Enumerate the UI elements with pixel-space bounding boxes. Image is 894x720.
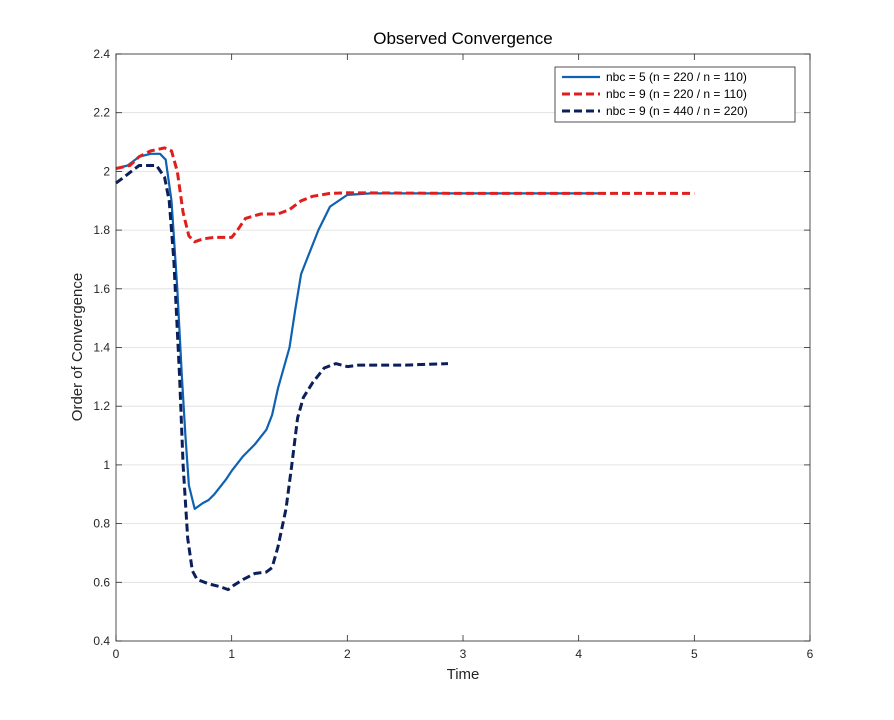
series-line-3 <box>115 164 449 592</box>
y-tick-label: 1.8 <box>93 223 110 237</box>
chart-title: Observed Convergence <box>373 29 553 48</box>
y-axis-label: Order of Convergence <box>69 273 86 421</box>
x-tick-label: 0 <box>113 647 120 661</box>
y-tick-label: 1.6 <box>93 282 110 296</box>
series-line-1 <box>115 152 602 510</box>
legend-label-3: nbc = 9 (n = 440 / n = 220) <box>606 104 748 118</box>
series-line-2 <box>115 146 695 244</box>
x-tick-label: 5 <box>691 647 698 661</box>
x-tick-label: 1 <box>228 647 235 661</box>
y-tick-label: 1 <box>103 458 110 472</box>
x-axis-label: Time <box>447 666 480 683</box>
x-tick-label: 2 <box>344 647 351 661</box>
legend-label-2: nbc = 9 (n = 220 / n = 110) <box>606 87 747 101</box>
y-tick-label: 0.8 <box>93 517 110 531</box>
y-tick-label: 2.4 <box>93 47 110 61</box>
legend: nbc = 5 (n = 220 / n = 110) nbc = 9 (n = … <box>554 66 796 123</box>
y-tick-label: 2 <box>103 164 110 178</box>
y-tick-label: 1.4 <box>93 341 110 355</box>
y-tick-label: 1.2 <box>93 399 110 413</box>
x-tick-label: 3 <box>460 647 467 661</box>
y-tick-label: 0.6 <box>93 575 110 589</box>
x-tick-label: 6 <box>807 647 814 661</box>
axis-ticks: 0.4 0.6 0.8 1 1.2 1.4 1.6 1.8 2 2.2 2.4 0 1 2 3 4 5 6 <box>93 47 813 661</box>
series-lines <box>115 146 695 592</box>
legend-label-1: nbc = 5 (n = 220 / n = 110) <box>606 70 747 84</box>
y-tick-label: 2.2 <box>93 106 110 120</box>
x-tick-label: 4 <box>575 647 582 661</box>
y-tick-label: 0.4 <box>93 634 110 648</box>
